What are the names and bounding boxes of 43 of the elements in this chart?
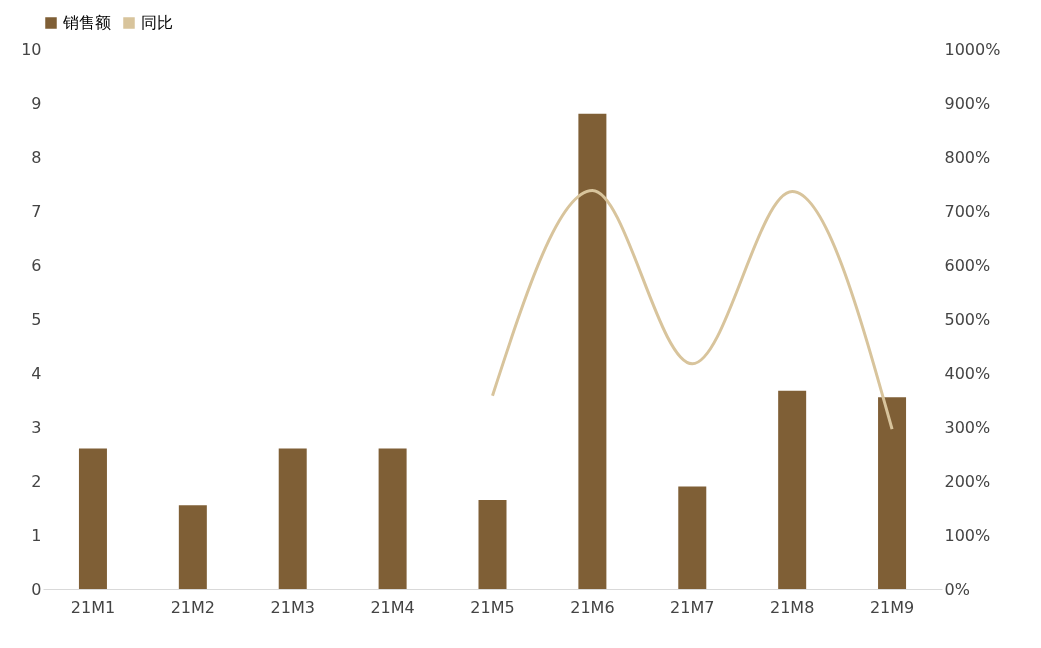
- y2-tick-label: 700%: [944, 201, 991, 221]
- y-tick-label: 4: [31, 363, 42, 383]
- bar: [378, 448, 407, 589]
- x-tick-label: 21M4: [370, 597, 415, 617]
- y-tick-label: 6: [31, 255, 42, 275]
- x-tick-label: 21M9: [869, 597, 915, 617]
- y-tick-label: 5: [31, 309, 42, 329]
- bar: [678, 486, 707, 589]
- bar: [578, 113, 607, 589]
- y-tick-label: 7: [31, 201, 42, 221]
- bar: [78, 448, 107, 589]
- bar: [278, 448, 307, 589]
- x-tick-label: 21M6: [570, 597, 615, 617]
- y2-tick-label: 900%: [944, 93, 991, 113]
- x-tick-label: 21M3: [270, 597, 315, 617]
- x-tick-label: 21M1: [70, 597, 116, 617]
- bar: [178, 505, 207, 589]
- y-tick-label: 2: [31, 471, 42, 491]
- y2-tick-label: 100%: [944, 525, 991, 545]
- legend-label: 销售额: [62, 13, 111, 32]
- y2-tick-label: 800%: [944, 147, 991, 167]
- x-tick-label: 21M8: [769, 597, 815, 617]
- y2-tick-label: 200%: [944, 471, 991, 491]
- y2-tick-label: 600%: [944, 255, 991, 275]
- bar: [478, 499, 507, 589]
- x-tick-label: 21M2: [170, 597, 216, 617]
- y2-tick-label: 400%: [944, 363, 991, 383]
- y2-tick-label: 300%: [944, 417, 991, 437]
- bar: [878, 397, 907, 589]
- y-tick-label: 9: [31, 93, 42, 113]
- x-tick-label: 21M5: [470, 597, 515, 617]
- y-tick-label: 0: [31, 579, 42, 599]
- y2-tick-label: 500%: [944, 309, 991, 329]
- x-tick-label: 21M7: [670, 597, 715, 617]
- y-tick-label: 3: [31, 417, 42, 437]
- y2-tick-label: 1000%: [944, 39, 1001, 59]
- line-series: [491, 188, 894, 431]
- y-tick-label: 10: [21, 39, 42, 59]
- y-tick-label: 1: [31, 525, 42, 545]
- y-tick-label: 8: [31, 147, 42, 167]
- legend-label: 同比: [141, 13, 173, 32]
- bar: [778, 390, 807, 589]
- y2-tick-label: 0%: [944, 579, 970, 599]
